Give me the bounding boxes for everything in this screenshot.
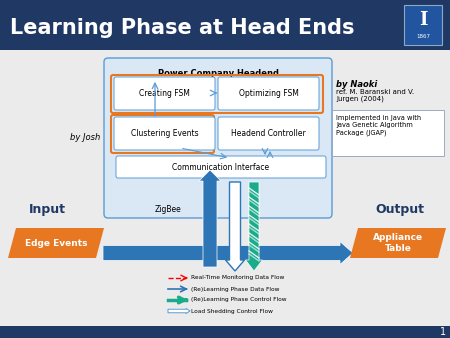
- Text: Edge Events: Edge Events: [25, 239, 87, 247]
- Text: Output: Output: [375, 203, 424, 217]
- FancyArrow shape: [103, 241, 353, 265]
- Text: Implemented in Java with
Java Genetic Algorithm
Package (JGAP): Implemented in Java with Java Genetic Al…: [336, 115, 421, 136]
- FancyBboxPatch shape: [404, 5, 442, 45]
- FancyBboxPatch shape: [332, 110, 444, 156]
- FancyBboxPatch shape: [116, 156, 326, 178]
- Text: Appliance
Table: Appliance Table: [373, 233, 423, 253]
- Text: Creating FSM: Creating FSM: [139, 89, 190, 98]
- Bar: [0, 50, 450, 326]
- Text: Communication Interface: Communication Interface: [172, 163, 270, 171]
- Text: Input: Input: [28, 203, 66, 217]
- Text: by Josh: by Josh: [70, 134, 100, 143]
- FancyBboxPatch shape: [114, 77, 215, 110]
- FancyBboxPatch shape: [218, 77, 319, 110]
- FancyBboxPatch shape: [218, 117, 319, 150]
- Polygon shape: [8, 228, 104, 258]
- Text: 1: 1: [440, 327, 446, 337]
- Text: ref. M. Baranski and V.
Jurgen (2004): ref. M. Baranski and V. Jurgen (2004): [336, 89, 414, 102]
- Polygon shape: [350, 228, 446, 258]
- FancyArrow shape: [246, 182, 262, 271]
- FancyBboxPatch shape: [104, 58, 332, 218]
- Text: (Re)Learning Phase Control Flow: (Re)Learning Phase Control Flow: [191, 297, 287, 303]
- Text: Real-Time Monitoring Data Flow: Real-Time Monitoring Data Flow: [191, 275, 284, 281]
- FancyArrow shape: [199, 170, 221, 267]
- Text: Load Shedding Control Flow: Load Shedding Control Flow: [191, 309, 273, 314]
- Text: Learning Phase at Head Ends: Learning Phase at Head Ends: [10, 18, 355, 38]
- Text: Headend Controller: Headend Controller: [231, 129, 306, 138]
- Text: I: I: [419, 11, 427, 29]
- Bar: [0, 0, 450, 50]
- Text: ZigBee: ZigBee: [155, 206, 181, 215]
- FancyBboxPatch shape: [114, 117, 215, 150]
- FancyArrow shape: [168, 309, 190, 314]
- Bar: [0, 326, 450, 338]
- Text: Optimizing FSM: Optimizing FSM: [238, 89, 298, 98]
- Text: Clustering Events: Clustering Events: [130, 129, 198, 138]
- Text: (Re)Learning Phase Data Flow: (Re)Learning Phase Data Flow: [191, 287, 279, 291]
- Text: Power Company Headend: Power Company Headend: [158, 69, 279, 77]
- FancyArrow shape: [225, 182, 244, 271]
- Text: 1867: 1867: [416, 34, 430, 40]
- Text: by Naoki: by Naoki: [336, 80, 377, 89]
